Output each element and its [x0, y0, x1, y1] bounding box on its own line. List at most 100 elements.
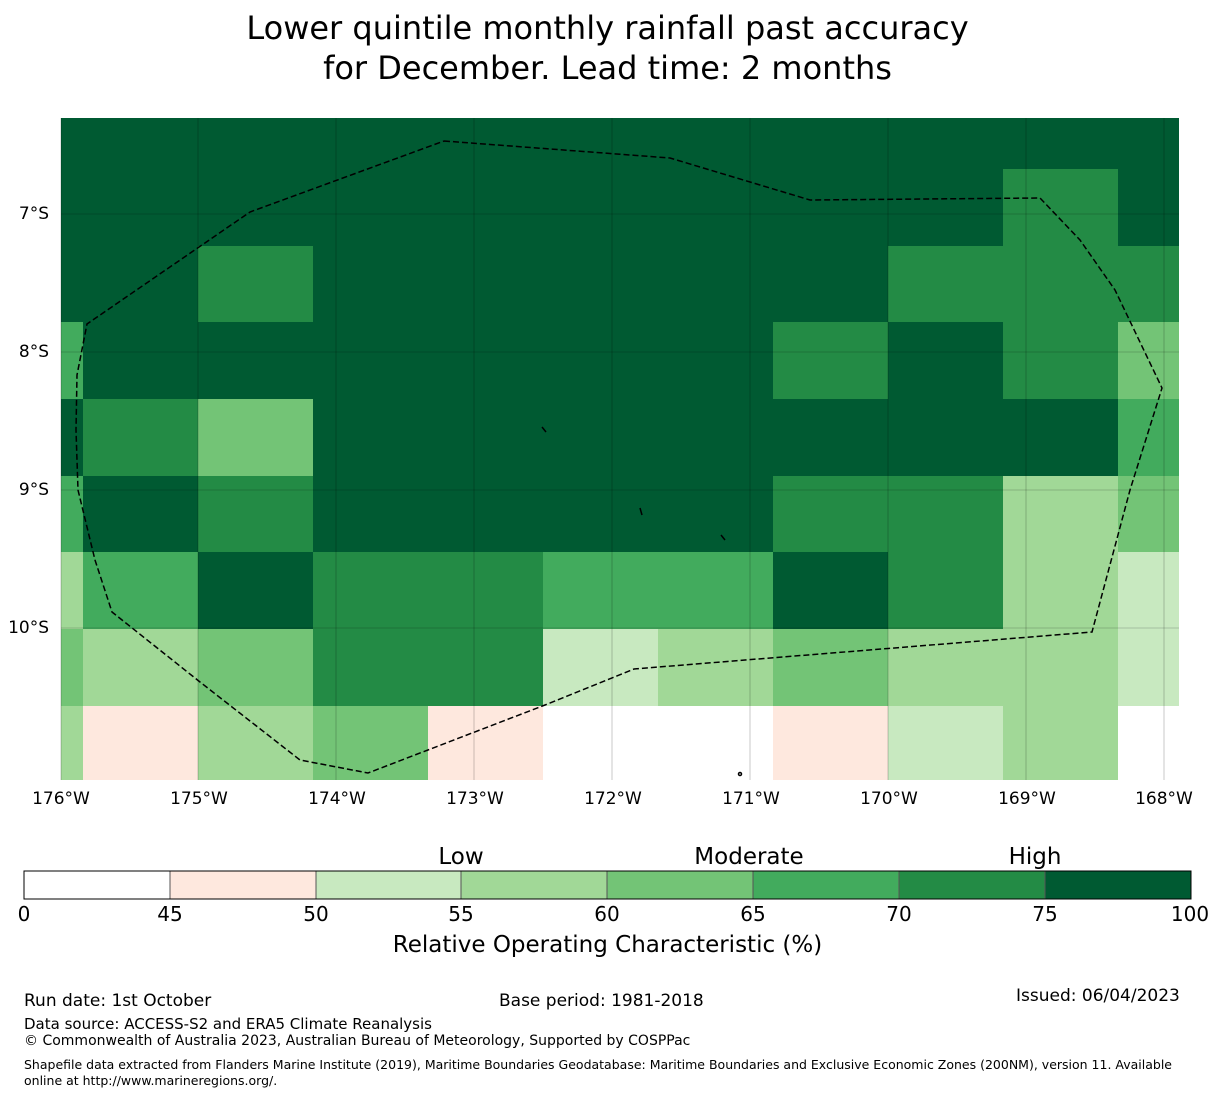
- grid-cell: [198, 552, 313, 629]
- grid-cell: [1118, 399, 1179, 476]
- grid-cell: [1118, 552, 1179, 629]
- shapefile-credit: Shapefile data extracted from Flanders M…: [24, 1057, 1172, 1088]
- grid-cell: [658, 246, 773, 322]
- lat-label-9s: 9°S: [18, 480, 49, 500]
- copyright-notice: © Commonwealth of Australia 2023, Austra…: [24, 1033, 691, 1049]
- grid-cell: [428, 322, 543, 399]
- colorbar: [23, 870, 1192, 900]
- grid-cell: [1003, 706, 1118, 780]
- grid-cell: [888, 322, 1003, 399]
- rainfall-accuracy-grid: [61, 118, 1179, 780]
- colorbar-tick-45: 45: [157, 902, 183, 926]
- grid-cell: [61, 246, 83, 322]
- grid-cell: [773, 552, 888, 629]
- lon-label-173w: 173°W: [446, 789, 504, 809]
- grid-cell: [61, 629, 83, 706]
- lon-label-175w: 175°W: [170, 789, 228, 809]
- grid-cell: [313, 552, 428, 629]
- grid-cell: [83, 629, 198, 706]
- grid-cell: [198, 399, 313, 476]
- graticule-lines: [60, 118, 1179, 780]
- grid-cell: [658, 629, 773, 706]
- grid-cell: [543, 552, 658, 629]
- grid-cell: [428, 706, 543, 780]
- grid-cell: [1118, 629, 1179, 706]
- grid-cell: [543, 629, 658, 706]
- grid-cell: [83, 169, 198, 246]
- grid-cell: [543, 322, 658, 399]
- colorbar-category-moderate: Moderate: [694, 844, 804, 870]
- grid-cell: [428, 399, 543, 476]
- grid-cell: [1118, 118, 1179, 169]
- grid-cell: [1118, 476, 1179, 552]
- grid-cell: [428, 169, 543, 246]
- grid-cell: [313, 476, 428, 552]
- title-line-2: for December. Lead time: 2 months: [323, 49, 892, 87]
- colorbar-tick-75: 75: [1032, 902, 1058, 926]
- grid-cell: [83, 476, 198, 552]
- grid-cell: [313, 706, 428, 780]
- grid-cell: [83, 322, 198, 399]
- lat-label-10s: 10°S: [8, 618, 49, 638]
- colorbar-tick-65: 65: [740, 902, 766, 926]
- grid-cell: [888, 552, 1003, 629]
- grid-cell: [888, 399, 1003, 476]
- grid-cell: [313, 169, 428, 246]
- grid-cell: [888, 169, 1003, 246]
- grid-cell: [1118, 706, 1179, 780]
- grid-cell: [1003, 552, 1118, 629]
- grid-cell: [543, 169, 658, 246]
- grid-cell: [888, 118, 1003, 169]
- grid-cell: [198, 169, 313, 246]
- grid-cell: [83, 118, 198, 169]
- grid-cell: [61, 552, 83, 629]
- grid-cell: [773, 169, 888, 246]
- chart-title: Lower quintile monthly rainfall past acc…: [0, 8, 1215, 88]
- grid-cell: [198, 118, 313, 169]
- grid-cell: [543, 706, 658, 780]
- grid-cell: [83, 246, 198, 322]
- colorbar-tick-70: 70: [886, 902, 912, 926]
- grid-cell: [1118, 169, 1179, 246]
- grid-cell: [773, 706, 888, 780]
- grid-cell: [61, 399, 83, 476]
- grid-cell: [198, 246, 313, 322]
- grid-cell: [773, 246, 888, 322]
- lon-label-172w: 172°W: [584, 789, 642, 809]
- grid-cell: [658, 118, 773, 169]
- grid-cell: [543, 118, 658, 169]
- colorbar-category-low: Low: [438, 844, 484, 870]
- colorbar-tick-0: 0: [17, 902, 31, 926]
- grid-cell: [83, 552, 198, 629]
- colorbar-segment: [315, 870, 462, 900]
- grid-cell: [888, 706, 1003, 780]
- grid-cell: [658, 552, 773, 629]
- colorbar-segment: [898, 870, 1046, 900]
- lon-label-168w: 168°W: [1135, 789, 1193, 809]
- grid-cell: [543, 399, 658, 476]
- grid-cell: [1003, 322, 1118, 399]
- colorbar-tick-100: 100: [1170, 902, 1210, 926]
- grid-cell: [313, 629, 428, 706]
- grid-cell: [658, 169, 773, 246]
- grid-cell: [313, 246, 428, 322]
- grid-cell: [543, 246, 658, 322]
- grid-cell: [658, 399, 773, 476]
- colorbar-tick-55: 55: [448, 902, 474, 926]
- grid-cell: [658, 476, 773, 552]
- run-date: Run date: 1st October: [24, 991, 212, 1011]
- grid-cell: [61, 476, 83, 552]
- colorbar-segment: [460, 870, 608, 900]
- grid-cell: [543, 476, 658, 552]
- grid-cell: [1003, 118, 1118, 169]
- colorbar-segment: [23, 870, 171, 900]
- grid-cell: [888, 629, 1003, 706]
- colorbar-title: Relative Operating Characteristic (%): [392, 932, 823, 958]
- lat-label-7s: 7°S: [18, 204, 49, 224]
- eez-boundary-line: [75, 140, 1163, 774]
- colorbar-segment: [169, 870, 317, 900]
- grid-cell: [1003, 476, 1118, 552]
- colorbar-category-high: High: [1008, 844, 1062, 870]
- grid-cell: [1003, 246, 1118, 322]
- colorbar-segment: [606, 870, 754, 900]
